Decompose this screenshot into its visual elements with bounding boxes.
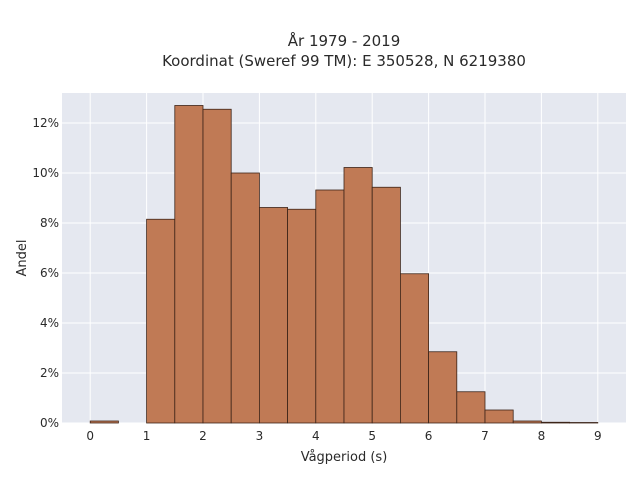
y-tick-label: 0% <box>40 416 59 430</box>
histogram-bar <box>456 391 486 424</box>
y-tick-label: 2% <box>40 366 59 380</box>
histogram-bar <box>146 218 176 424</box>
histogram-bar <box>371 186 401 424</box>
histogram-bar <box>315 189 345 424</box>
x-tick-label: 2 <box>199 429 207 443</box>
histogram-bar <box>258 207 288 424</box>
x-tick-label: 6 <box>425 429 433 443</box>
x-tick-label: 3 <box>256 429 264 443</box>
x-axis-label: Vågperiod (s) <box>301 450 388 465</box>
x-axis-ticks: 0 1 2 3 4 5 6 7 8 9 <box>86 429 601 443</box>
y-tick-label: 6% <box>40 266 59 280</box>
histogram-bar <box>484 409 514 424</box>
bars <box>89 105 599 424</box>
y-axis-ticks: 0% 2% 4% 6% 8% 10% 12% <box>32 116 59 430</box>
x-tick-label: 8 <box>538 429 546 443</box>
y-axis-label: Andel <box>15 240 30 277</box>
histogram-bar <box>174 105 204 424</box>
y-tick-label: 8% <box>40 216 59 230</box>
histogram-bar <box>230 172 260 424</box>
histogram-bar <box>541 421 571 424</box>
histogram-bar <box>399 273 429 424</box>
x-tick-label: 4 <box>312 429 320 443</box>
y-tick-label: 12% <box>32 116 59 130</box>
histogram-bar <box>287 208 317 424</box>
chart-title-line2: Koordinat (Sweref 99 TM): E 350528, N 62… <box>162 52 526 70</box>
histogram-bar <box>202 108 232 424</box>
y-tick-label: 10% <box>32 166 59 180</box>
histogram-bar <box>512 420 542 424</box>
x-tick-label: 0 <box>86 429 94 443</box>
histogram-bar <box>428 351 458 424</box>
x-tick-label: 5 <box>368 429 376 443</box>
x-tick-label: 9 <box>594 429 602 443</box>
histogram-bar <box>343 167 373 424</box>
chart-title-line1: År 1979 - 2019 <box>288 31 401 50</box>
y-tick-label: 4% <box>40 316 59 330</box>
x-tick-label: 1 <box>143 429 151 443</box>
histogram-bar <box>89 420 119 424</box>
x-tick-label: 7 <box>481 429 489 443</box>
histogram-bar <box>569 422 599 424</box>
